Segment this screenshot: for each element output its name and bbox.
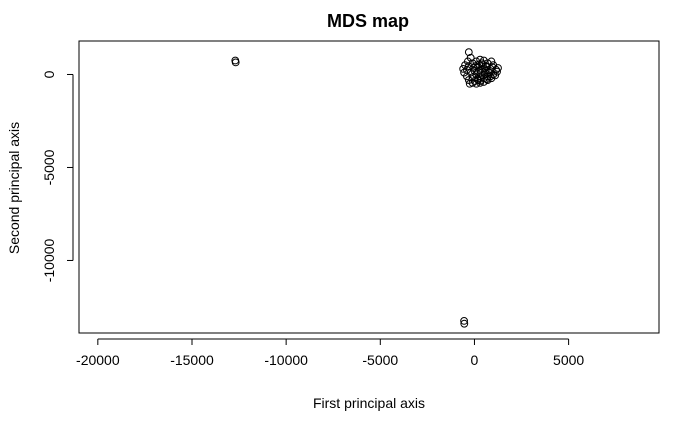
y-tick-label: 0 [41, 70, 57, 78]
x-tick-label: 0 [471, 352, 479, 368]
x-tick-label: -15000 [170, 352, 214, 368]
x-tick-label: -20000 [76, 352, 120, 368]
scatter-point [460, 319, 469, 328]
y-axis-label: Second principal axis [6, 122, 22, 254]
y-tick-label: -10000 [41, 238, 57, 282]
scatter-point [482, 63, 491, 71]
x-tick-label: -10000 [264, 352, 308, 368]
y-tick-label: -5000 [41, 149, 57, 185]
scatter-point [487, 57, 496, 66]
x-axis: -20000 -15000 -10000 -5000 0 5000 [76, 338, 584, 368]
scatter-point [468, 73, 477, 82]
x-axis-label: First principal axis [313, 395, 425, 411]
y-axis: 0 -5000 -10000 [41, 70, 74, 282]
scatter-point [474, 67, 483, 76]
scatter-point [469, 64, 478, 72]
x-tick-label: -5000 [362, 352, 398, 368]
scatter-point [464, 48, 473, 57]
x-tick-label: 5000 [553, 352, 584, 368]
scatter-point [472, 57, 481, 66]
data-points [231, 48, 502, 328]
scatter-point [476, 72, 485, 81]
scatter-point [460, 317, 468, 325]
scatter-point [231, 58, 240, 67]
scatter-point [484, 67, 493, 76]
plot-frame [78, 40, 660, 334]
scatter-point [486, 72, 495, 81]
scatter-point [492, 65, 501, 74]
scatter-point [463, 57, 472, 66]
scatter-point [479, 78, 488, 86]
chart-title: MDS map [327, 11, 409, 31]
